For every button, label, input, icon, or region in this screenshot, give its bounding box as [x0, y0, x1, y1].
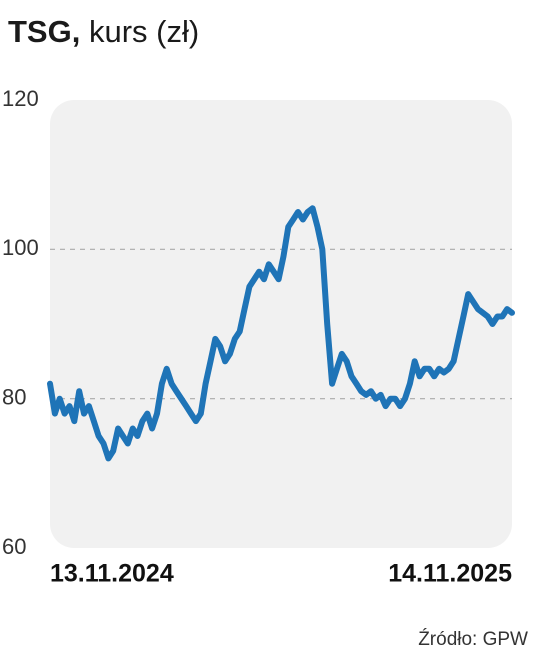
chart-subtitle: kurs (zł) [89, 14, 199, 49]
chart-title: TSG, [8, 14, 80, 49]
y-tick-label: 80 [2, 384, 26, 409]
price-line [47, 205, 515, 462]
y-tick-label: 120 [2, 86, 39, 111]
y-tick-label: 100 [2, 235, 39, 260]
plot-area [50, 100, 512, 548]
x-tick-label: 14.11.2025 [388, 560, 512, 588]
source: Źródło: GPW [418, 629, 528, 650]
x-tick-label: 13.11.2024 [50, 560, 174, 588]
y-tick-label: 60 [2, 534, 26, 559]
chart-title-line: TSG, kurs (zł) [8, 14, 199, 49]
